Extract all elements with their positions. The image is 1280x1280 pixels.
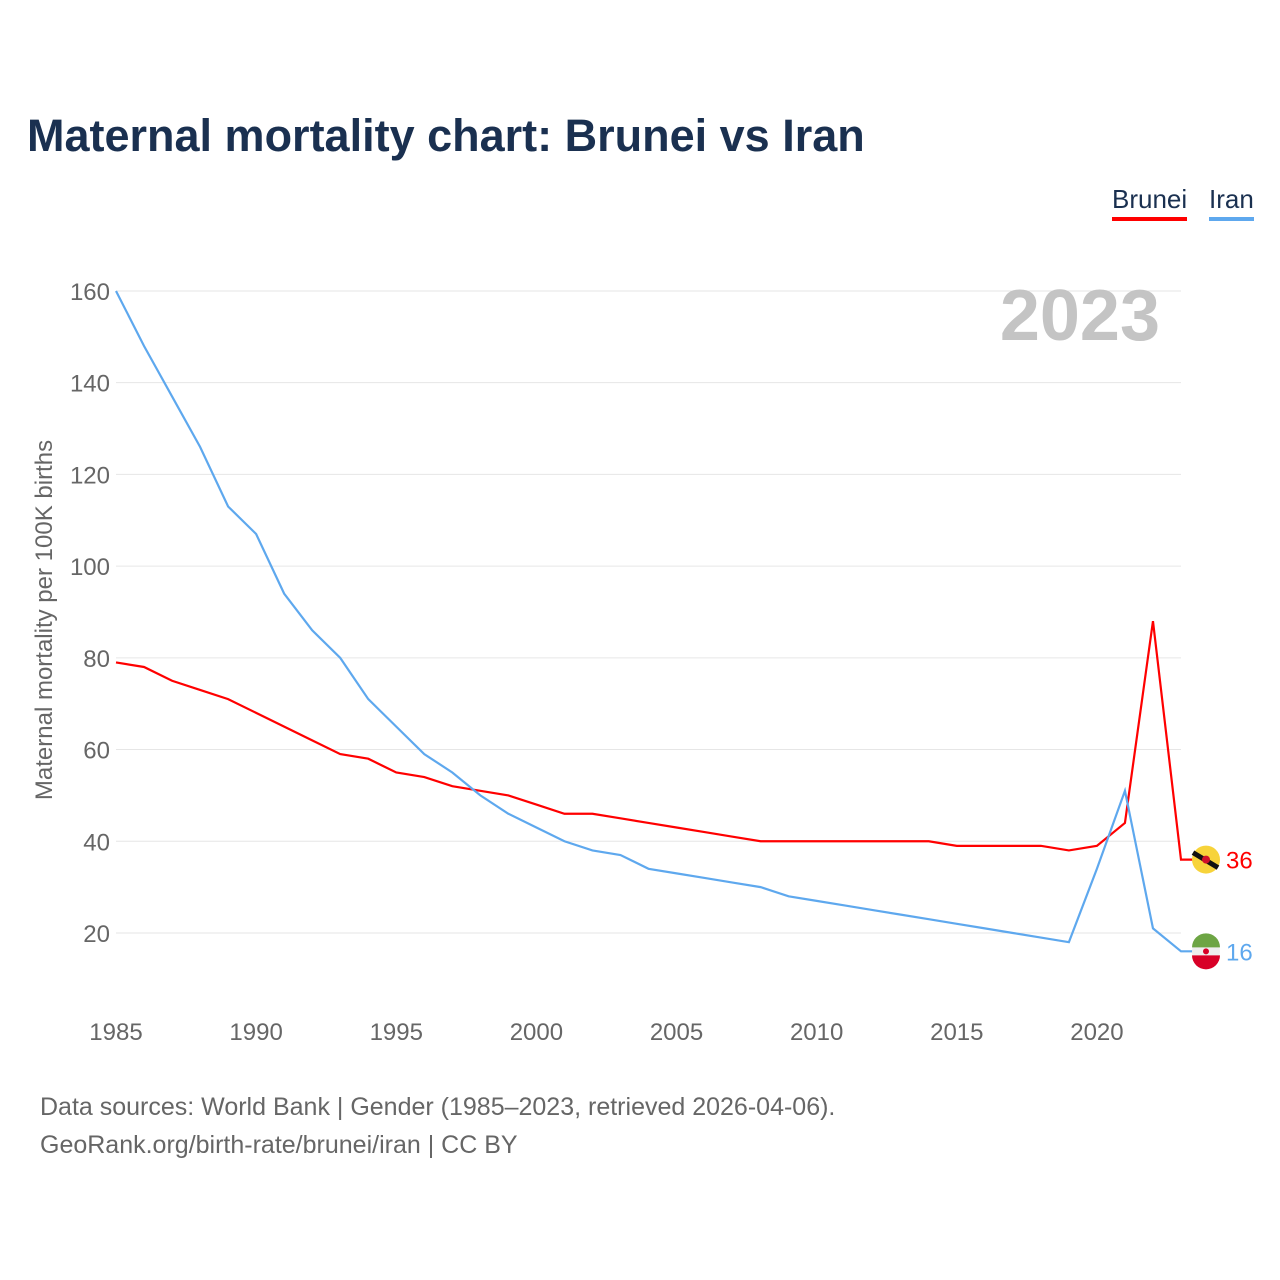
chart-title: Maternal mortality chart: Brunei vs Iran	[27, 110, 865, 161]
flag-green	[1192, 933, 1220, 948]
x-tick-label: 2010	[790, 1019, 843, 1046]
legend-iran[interactable]: Iran	[1209, 184, 1254, 221]
y-tick-label: 20	[83, 921, 110, 948]
flag-red	[1192, 955, 1220, 970]
x-tick-label: 1990	[229, 1019, 282, 1046]
y-tick-label: 40	[83, 829, 110, 856]
x-tick-label: 1995	[370, 1019, 423, 1046]
x-tick-label: 1985	[89, 1019, 142, 1046]
flag-emblem	[1203, 948, 1209, 955]
series-line-brunei	[115, 620, 1193, 861]
source-text: Data sources: World Bank | Gender (1985–…	[40, 1093, 836, 1121]
y-tick-label: 80	[83, 646, 110, 673]
y-axis-label: Maternal mortality per 100K births	[31, 440, 58, 800]
footer: Data sources: World Bank | Gender (1985–…	[40, 1088, 835, 1164]
y-tick-label: 160	[70, 279, 110, 306]
y-tick-label: 140	[70, 371, 110, 398]
source-link[interactable]: GeoRank.org/birth-rate/brunei/iran | CC …	[40, 1131, 518, 1159]
year-watermark: 2023	[1000, 276, 1160, 356]
flag-emblem	[1202, 855, 1210, 864]
y-tick-label: 100	[70, 554, 110, 581]
y-tick-label: 120	[70, 462, 110, 489]
series-line-iran	[115, 290, 1193, 953]
y-tick-label: 60	[83, 738, 110, 765]
x-tick-label: 2000	[510, 1019, 563, 1046]
x-tick-label: 2005	[650, 1019, 703, 1046]
x-tick-label: 2015	[930, 1019, 983, 1046]
x-tick-label: 2020	[1070, 1019, 1123, 1046]
end-value-label: 36	[1226, 848, 1253, 875]
end-value-label: 16	[1226, 939, 1253, 966]
legend-brunei[interactable]: Brunei	[1112, 184, 1188, 221]
